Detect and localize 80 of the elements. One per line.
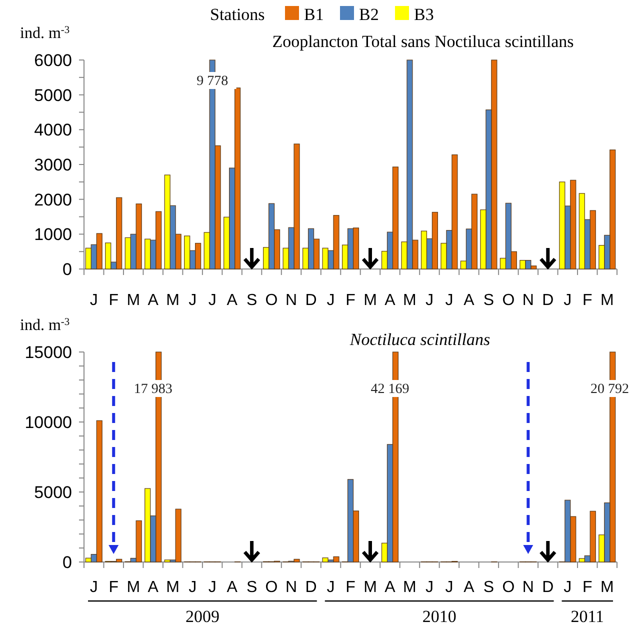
y-tick-label: 10000	[24, 413, 72, 432]
x-tick-label: A	[148, 579, 159, 596]
x-tick-label: M	[364, 292, 377, 309]
x-tick-label: O	[265, 292, 278, 309]
x-tick-label: J	[326, 292, 335, 309]
y-tick-label: 1000	[34, 225, 72, 244]
x-tick-label: J	[90, 292, 98, 309]
x-tick-label: J	[425, 292, 434, 309]
x-tick-label: M	[126, 579, 140, 596]
y-tick-label: 5000	[34, 483, 72, 502]
x-tick-label: N	[285, 292, 298, 309]
x-tick-label: D	[542, 292, 554, 309]
x-tick-label: N	[522, 579, 534, 596]
x-tick-label: N	[285, 579, 298, 596]
y-tick-label: 2000	[34, 190, 72, 210]
x-tick-label: A	[384, 292, 396, 309]
x-tick-label: J	[445, 292, 454, 309]
y-axis-title: ind. m$^{-3}$	[20, 316, 70, 334]
text: 2010	[422, 607, 456, 626]
x-tick-label: J	[188, 292, 197, 309]
y-axis-title: ind. m$^{-3}$	[20, 24, 70, 42]
x-tick-label: M	[600, 579, 614, 596]
annotation: 20 792	[590, 382, 629, 397]
x-tick-label: S	[246, 292, 258, 309]
x-tick-label: A	[226, 579, 238, 596]
y-tick-label: 3000	[34, 156, 72, 174]
x-tick-label: M	[403, 579, 416, 596]
x-tick-label: O	[502, 579, 515, 596]
x-tick-label: S	[483, 292, 494, 309]
x-tick-label: F	[346, 579, 356, 596]
x-tick-label: A	[384, 579, 396, 596]
y-tick-label: 6000	[34, 51, 72, 70]
y-tick-label: 15000	[24, 343, 72, 362]
x-tick-label: N	[522, 292, 534, 309]
x-tick-label: S	[246, 579, 258, 596]
x-tick-label: M	[166, 579, 180, 596]
x-tick-label: M	[403, 292, 416, 309]
x-tick-label: J	[564, 292, 572, 309]
text: 2009	[185, 607, 220, 626]
x-tick-label: A	[464, 292, 475, 309]
y-tick-label: 0	[62, 553, 72, 572]
annotation: 42 169	[370, 382, 410, 397]
x-tick-label: J	[425, 579, 434, 596]
y-tick-label: 5000	[34, 86, 72, 105]
x-tick-label: J	[90, 579, 98, 596]
text: 2011	[570, 607, 604, 626]
x-tick-label: A	[464, 579, 475, 596]
x-tick-label: O	[502, 292, 515, 309]
x-tick-label: A	[226, 292, 238, 309]
x-tick-label: J	[564, 579, 572, 596]
x-tick-label: D	[542, 579, 554, 596]
x-tick-label: O	[265, 579, 278, 596]
legend-label: B3	[414, 5, 434, 24]
legend-title: Stations	[210, 5, 265, 24]
x-tick-label: S	[483, 579, 494, 596]
x-tick-label: F	[582, 579, 592, 596]
x-tick-label: D	[305, 579, 317, 596]
x-tick-label: J	[208, 579, 216, 596]
x-tick-label: J	[188, 579, 197, 596]
y-tick-label: 0	[62, 260, 72, 279]
legend-label: B2	[359, 5, 379, 24]
x-tick-label: M	[600, 292, 614, 309]
x-tick-label: D	[305, 292, 317, 309]
x-tick-label: F	[108, 579, 119, 596]
x-tick-label: J	[326, 579, 335, 596]
x-tick-label: F	[108, 292, 119, 309]
x-tick-label: F	[346, 292, 356, 309]
x-tick-label: M	[126, 292, 140, 309]
chart-title: Noctiluca scintillans	[348, 330, 490, 349]
x-tick-label: J	[445, 579, 454, 596]
x-tick-label: A	[148, 292, 159, 309]
x-tick-label: M	[364, 579, 377, 596]
x-tick-label: M	[166, 292, 180, 309]
chart-title: Zooplancton Total sans Noctiluca scintillans	[272, 32, 574, 51]
legend-label: B1	[304, 5, 324, 24]
y-tick-label: 4000	[34, 120, 72, 140]
x-tick-label: F	[582, 292, 592, 309]
x-tick-label: J	[208, 292, 216, 309]
annotation: 9 778	[196, 74, 228, 89]
annotation: 17 983	[134, 382, 172, 397]
